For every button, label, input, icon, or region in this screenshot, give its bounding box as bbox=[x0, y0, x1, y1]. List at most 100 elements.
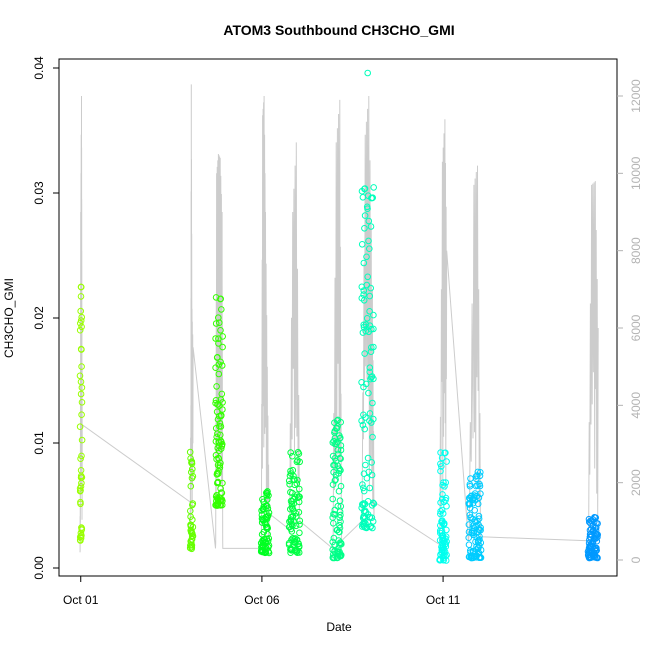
data-point bbox=[77, 533, 85, 540]
data-point bbox=[335, 470, 342, 477]
y-axis: 0.00 0.01 0.02 0.03 0.04 bbox=[32, 56, 59, 580]
data-point bbox=[368, 344, 375, 351]
data-point bbox=[188, 474, 196, 482]
data-point bbox=[218, 390, 226, 398]
data-point bbox=[77, 307, 84, 315]
data-point bbox=[440, 537, 448, 545]
data-point bbox=[215, 340, 222, 347]
data-point bbox=[365, 468, 373, 476]
data-point bbox=[475, 494, 483, 502]
data-point bbox=[362, 520, 369, 528]
data-point bbox=[329, 495, 337, 503]
data-point bbox=[262, 516, 269, 523]
data-point bbox=[291, 538, 299, 545]
data-point bbox=[287, 449, 295, 456]
data-point bbox=[439, 534, 447, 542]
data-point bbox=[296, 521, 303, 528]
data-point bbox=[358, 379, 365, 386]
data-point bbox=[78, 436, 86, 444]
data-point bbox=[586, 533, 594, 541]
data-point bbox=[258, 507, 265, 514]
data-point bbox=[295, 549, 303, 556]
data-point bbox=[438, 517, 446, 524]
data-point bbox=[366, 292, 374, 300]
data-point bbox=[294, 476, 301, 484]
data-point bbox=[358, 241, 366, 248]
data-point bbox=[291, 493, 299, 501]
data-point bbox=[362, 414, 369, 421]
data-point bbox=[443, 458, 450, 465]
data-point bbox=[358, 294, 366, 302]
data-point bbox=[360, 487, 368, 495]
data-point bbox=[77, 283, 85, 291]
data-point bbox=[330, 437, 338, 445]
y2-axis: 0 2000 4000 6000 8000 10000 12000 bbox=[617, 79, 643, 563]
data-point bbox=[438, 506, 446, 514]
data-point bbox=[213, 383, 220, 390]
data-point bbox=[443, 502, 450, 510]
data-point bbox=[365, 217, 373, 225]
data-point bbox=[287, 497, 295, 505]
data-point bbox=[476, 472, 484, 480]
data-point bbox=[217, 295, 224, 303]
data-point bbox=[213, 354, 221, 361]
data-point bbox=[469, 547, 477, 555]
data-point bbox=[76, 326, 84, 334]
data-point bbox=[592, 547, 600, 555]
data-point bbox=[212, 364, 219, 372]
data-point bbox=[78, 524, 85, 531]
data-point bbox=[442, 543, 450, 550]
data-point bbox=[370, 184, 378, 191]
data-point bbox=[366, 417, 373, 425]
data-point bbox=[263, 523, 270, 531]
data-point bbox=[265, 548, 272, 555]
data-point bbox=[77, 467, 85, 474]
data-point bbox=[467, 475, 474, 482]
data-point bbox=[186, 448, 194, 456]
data-point bbox=[332, 457, 340, 465]
data-point bbox=[264, 530, 271, 538]
data-point bbox=[335, 487, 343, 495]
data-point bbox=[469, 495, 476, 503]
data-point bbox=[188, 532, 196, 540]
data-point bbox=[437, 449, 444, 456]
data-point bbox=[215, 370, 223, 378]
data-point bbox=[473, 472, 481, 479]
data-point bbox=[336, 539, 344, 546]
data-point bbox=[359, 514, 367, 522]
y-axis-label: CH3CHO_GMI bbox=[2, 278, 16, 358]
data-point bbox=[330, 520, 337, 527]
data-point bbox=[360, 519, 368, 526]
data-point bbox=[329, 546, 337, 554]
data-point bbox=[465, 534, 473, 542]
data-point bbox=[212, 397, 220, 404]
data-point bbox=[476, 480, 483, 488]
data-point bbox=[592, 527, 600, 535]
data-point bbox=[337, 446, 345, 454]
data-point bbox=[77, 455, 84, 463]
data-point bbox=[77, 320, 84, 327]
data-point bbox=[360, 259, 368, 267]
data-point bbox=[285, 523, 293, 531]
data-point bbox=[76, 423, 84, 431]
data-point bbox=[440, 556, 448, 564]
data-point bbox=[471, 507, 479, 514]
data-point bbox=[218, 362, 226, 369]
data-point bbox=[216, 497, 224, 505]
y2-tick-label: 0 bbox=[629, 556, 643, 563]
data-point bbox=[78, 346, 85, 353]
data-point bbox=[258, 515, 266, 523]
data-point bbox=[437, 508, 444, 515]
data-point bbox=[475, 544, 482, 551]
data-point bbox=[78, 411, 85, 419]
data-point bbox=[187, 529, 195, 536]
data-point bbox=[218, 412, 225, 419]
data-point bbox=[475, 512, 483, 520]
data-point bbox=[359, 501, 366, 508]
data-point bbox=[332, 476, 339, 483]
data-point bbox=[334, 526, 341, 534]
data-point bbox=[441, 449, 448, 457]
y-tick-label: 0.03 bbox=[32, 181, 46, 205]
data-point bbox=[331, 554, 338, 562]
x-axis: Oct 01 Oct 06 Oct 11 bbox=[63, 576, 461, 607]
